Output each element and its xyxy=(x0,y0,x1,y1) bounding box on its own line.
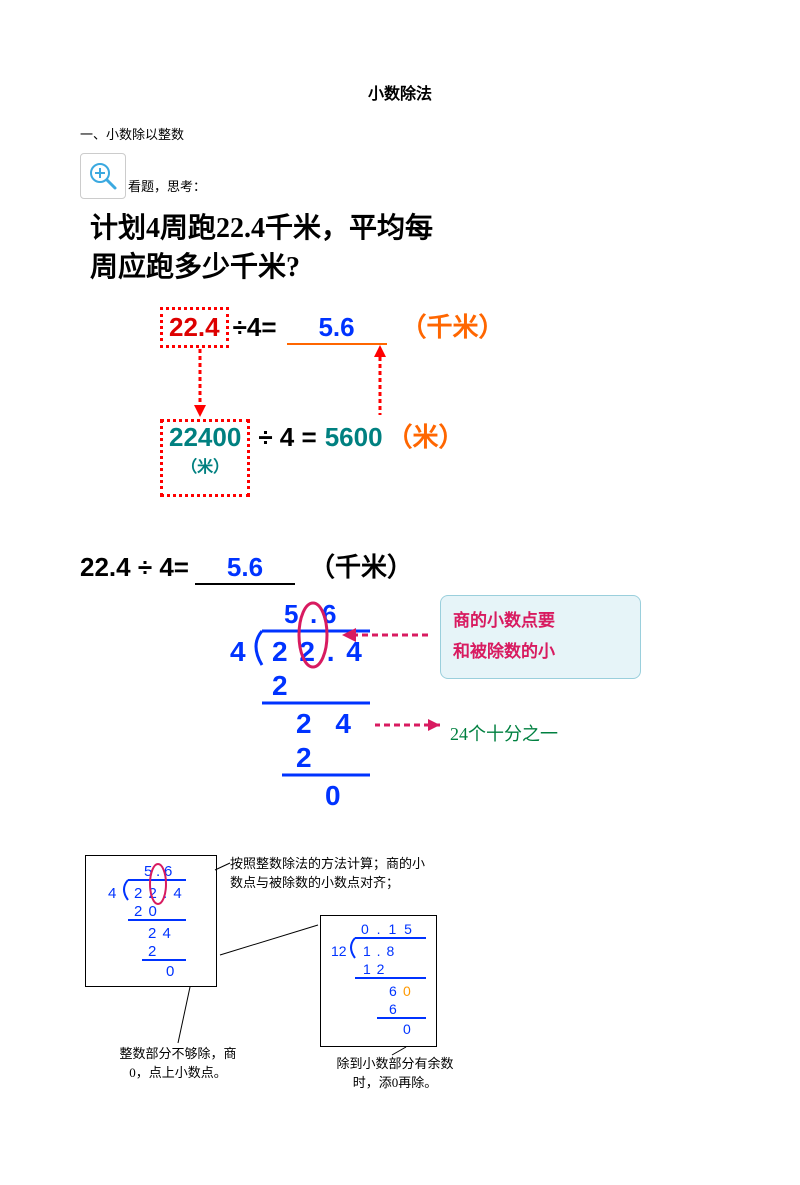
eq2-quotient: 5600 xyxy=(325,422,383,453)
eq1-quotient: 5.6 xyxy=(287,312,387,345)
prompt-row: 看题，思考： xyxy=(80,153,720,199)
tenths-arrow-head xyxy=(428,719,440,731)
ld-s1: 2 xyxy=(272,670,288,701)
eq1-dividend: 22.4 xyxy=(160,307,229,348)
page-root: 小数除法 一、小数除以整数 看题，思考： 计划4周跑22.4千米，平均每 周应跑… xyxy=(0,0,800,1185)
prompt-text: 看题，思考： xyxy=(126,176,206,199)
bottom-examples: 5 . 6 4 2 2 . 4 2 0 2 4 2 0 0 . 1 5 12 xyxy=(80,855,720,1145)
connector-lines xyxy=(80,855,680,1145)
ld-divisor: 4 xyxy=(230,636,246,667)
problem-line-2: 周应跑多少千米? xyxy=(90,248,720,287)
problem-statement: 计划4周跑22.4千米，平均每 周应跑多少千米? xyxy=(90,209,720,287)
eq1-unit: （千米） xyxy=(401,307,505,344)
eq2-dividend: 22400 xyxy=(169,422,241,452)
rule2a: 整数部分不够除，商 xyxy=(119,1046,236,1061)
problem-line-1: 计划4周跑22.4千米，平均每 xyxy=(90,209,720,248)
eq2-dividend-box: 22400 （米） xyxy=(160,419,250,497)
equation-1: 22.4 ÷4= 5.6 （千米） xyxy=(160,307,505,348)
tenths-annotation: 24个十分之一 xyxy=(450,720,558,746)
eq2-unit: （米） xyxy=(387,417,465,454)
eq2-op: ÷ 4 = xyxy=(258,422,316,453)
rule-text-2: 整数部分不够除，商 0，点上小数点。 xyxy=(98,1045,258,1081)
ld-dividend: 2 2 . 4 xyxy=(272,636,364,667)
ld-q1: 5 xyxy=(284,599,298,629)
magnify-icon xyxy=(80,153,126,199)
rule3a: 除到小数部分有余数 xyxy=(336,1056,453,1071)
eq3-unit: （千米） xyxy=(309,547,413,584)
arrow-up-icon xyxy=(370,345,390,415)
conversion-diagram: 22.4 ÷4= 5.6 （千米） 22400 （米） ÷ 4 = 5600 （… xyxy=(160,307,720,527)
eq3-quotient: 5.6 xyxy=(195,552,295,585)
eq2-sub: （米） xyxy=(181,459,229,476)
long-division-main: 5 . 6 4 2 2 . 4 2 2 4 2 0 xyxy=(210,595,670,845)
page-title: 小数除法 xyxy=(80,80,720,104)
rule-text-3: 除到小数部分有余数 时，添0再除。 xyxy=(320,1055,470,1091)
rule-text-1: 按照整数除法的方法计算；商的小数点与被除数的小数点对齐； xyxy=(230,855,430,891)
ld-s3: 2 xyxy=(296,742,312,773)
ld-s4: 0 xyxy=(325,780,341,811)
eq1-op: ÷4= xyxy=(233,312,277,343)
callout-box: 商的小数点要 和被除数的小 xyxy=(440,595,641,678)
eq3-left: 22.4 ÷ 4= xyxy=(80,552,189,583)
equation-3: 22.4 ÷ 4= 5.6 （千米） xyxy=(80,547,720,585)
section-heading-1: 一、小数除以整数 xyxy=(80,124,720,143)
rule2b: 0，点上小数点。 xyxy=(129,1065,227,1080)
equation-2: 22400 （米） ÷ 4 = 5600 （米） xyxy=(160,417,465,497)
arrow-down-icon xyxy=(190,349,210,419)
callout-line1: 商的小数点要 xyxy=(453,606,628,637)
ld-s2: 2 4 xyxy=(296,708,359,739)
rule3b: 时，添0再除。 xyxy=(353,1075,438,1090)
callout-line2: 和被除数的小 xyxy=(453,637,628,668)
